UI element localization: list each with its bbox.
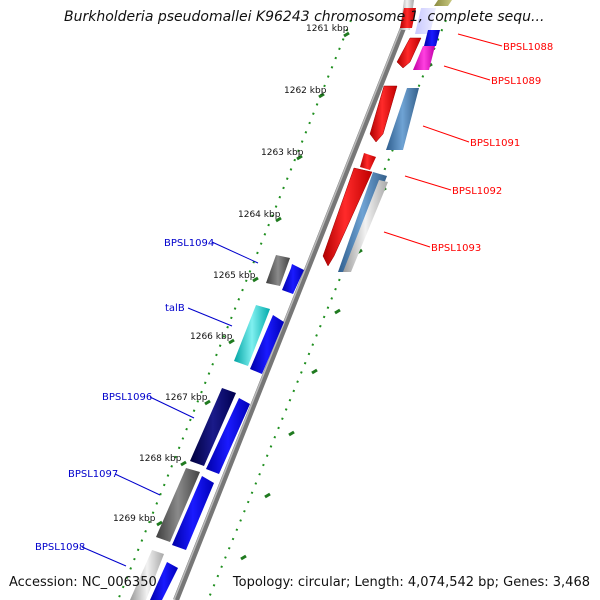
gene-bpsl1097[interactable] [156, 468, 200, 542]
tick-label-1266: 1266 kbp [190, 332, 233, 342]
label-bpsl1091[interactable]: BPSL1091 [470, 138, 520, 149]
gene-bpsl1098-arrow[interactable] [150, 562, 178, 600]
gene-bpsl1092[interactable] [322, 167, 373, 267]
gene-bpsl1089[interactable] [413, 46, 435, 70]
label-bpsl1098[interactable]: BPSL1098 [35, 542, 85, 553]
label-bpsl1096[interactable]: BPSL1096 [102, 392, 152, 403]
gene-bpsl1091-red[interactable] [369, 85, 398, 143]
tick-label-1269: 1269 kbp [113, 514, 156, 524]
map-title: Burkholderia pseudomallei K96243 chromos… [64, 9, 545, 25]
gene-bpsl1093-gray[interactable] [343, 180, 388, 272]
gene-bpsl1096[interactable] [190, 388, 236, 466]
tick-label-1264: 1264 kbp [238, 210, 281, 220]
gene-bpsl1088-top[interactable] [400, 8, 416, 28]
gene-bpsl1091[interactable] [386, 88, 419, 150]
tick-label-1265: 1265 kbp [213, 271, 256, 281]
tick-label-1268: 1268 kbp [139, 454, 182, 464]
inner-dotted-ring [117, 19, 352, 600]
tick-label-1262: 1262 kbp [284, 86, 327, 96]
label-bpsl1089[interactable]: BPSL1089 [491, 76, 541, 87]
backbone-line [173, 6, 414, 600]
gene-bpsl1092-small[interactable] [360, 153, 376, 170]
gene-talb[interactable] [234, 305, 270, 366]
backbone-highlight [173, 7, 410, 600]
right-leader-lines [383, 33, 503, 248]
label-bpsl1097[interactable]: BPSL1097 [68, 469, 118, 480]
gene-bpsl1098[interactable] [130, 550, 164, 600]
tick-marks [156, 31, 350, 527]
tick-label-1263: 1263 kbp [261, 148, 304, 158]
label-bpsl1088[interactable]: BPSL1088 [503, 42, 553, 53]
gene-bpsl1089-blue[interactable] [424, 30, 440, 46]
label-bpsl1094[interactable]: BPSL1094 [164, 238, 214, 249]
accession-text: Accession: NC_006350 [9, 575, 157, 590]
label-bpsl1093[interactable]: BPSL1093 [431, 243, 481, 254]
tick-label-1261: 1261 kbp [306, 24, 349, 34]
left-leader-lines [81, 241, 259, 567]
gene-bpsl1088[interactable] [396, 37, 422, 69]
gene-feature-top-lavender[interactable] [415, 8, 436, 34]
gene-bpsl1094[interactable] [266, 255, 290, 286]
gene-bpsl1094-arrow[interactable] [282, 264, 304, 294]
tick-label-1267: 1267 kbp [165, 393, 208, 403]
label-bpsl1092[interactable]: BPSL1092 [452, 186, 502, 197]
label-talb[interactable]: talB [165, 303, 185, 314]
gene-bpsl1097-arrow[interactable] [172, 476, 214, 550]
gene-talb-arrow[interactable] [250, 315, 284, 374]
topology-text: Topology: circular; Length: 4,074,542 bp… [232, 575, 590, 590]
gene-bpsl1096-arrow[interactable] [206, 398, 250, 474]
gene-feature-top-olive[interactable] [434, 0, 452, 6]
